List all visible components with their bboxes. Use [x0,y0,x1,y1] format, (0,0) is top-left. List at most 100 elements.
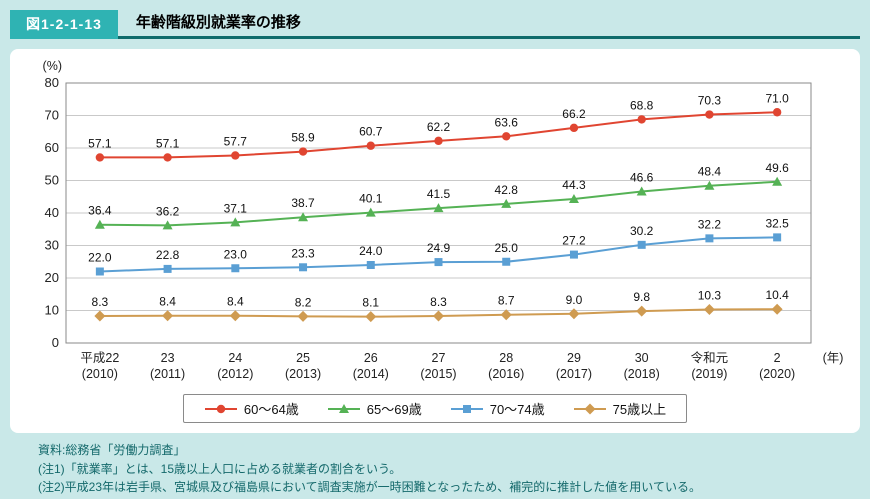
value-label: 46.6 [630,171,654,185]
marker-triangle [636,186,647,196]
value-label: 41.5 [427,187,451,201]
marker-square [366,261,375,269]
x-tick-era-label: 2 [774,351,781,365]
footnotes: 資料:総務省「労働力調査」 (注1)「就業率」とは、15歳以上人口に占める就業者… [10,433,860,497]
x-tick-year-label: (2020) [759,367,795,381]
legend-item-60-64: 60〜64歳 [204,399,299,418]
marker-diamond [636,305,648,317]
page-title: 年齢階級別就業率の推移 [135,14,301,31]
marker-diamond [500,309,512,321]
marker-circle [434,136,443,146]
value-label: 37.1 [224,201,248,215]
x-tick-era-label: 23 [161,351,175,365]
value-label: 8.3 [430,295,447,309]
marker-circle [163,153,172,162]
value-label: 42.8 [495,183,519,197]
y-tick-label: 40 [45,205,59,220]
value-label: 10.3 [698,289,722,303]
marker-triangle [230,217,241,227]
y-tick-label: 30 [45,238,59,253]
legend-marker-triangle-icon [327,402,361,416]
y-tick-label: 50 [45,173,59,188]
figure-number-badge: 図1-2-1-13 [10,10,118,39]
value-label: 8.1 [362,296,379,310]
value-label: 36.2 [156,204,180,218]
marker-circle [366,141,375,150]
marker-square [299,263,308,272]
value-label: 8.7 [498,294,515,308]
x-tick-era-label: 28 [499,351,513,365]
value-label: 24.0 [359,244,383,258]
value-label: 22.8 [156,248,180,262]
x-tick-era-label: 29 [567,351,581,365]
legend-item-75-over: 75歳以上 [573,399,666,418]
x-tick-era-label: 25 [296,351,310,365]
value-label: 25.0 [495,241,519,255]
value-label: 36.4 [88,204,112,218]
marker-square [773,233,782,242]
value-label: 8.3 [92,295,109,309]
marker-square [705,234,714,243]
legend-label: 65〜69歳 [366,402,422,417]
value-label: 68.8 [630,98,654,112]
value-label: 62.2 [427,120,451,134]
x-axis-unit-label: (年) [823,351,844,365]
marker-diamond [771,303,783,315]
value-label: 57.1 [156,136,180,150]
x-tick-year-label: (2016) [488,367,524,381]
marker-circle [637,115,646,124]
marker-triangle [298,212,309,222]
y-tick-label: 10 [45,303,59,318]
marker-square [231,264,240,273]
value-label: 23.0 [224,247,248,261]
value-label: 71.0 [765,91,789,105]
value-label: 38.7 [291,196,315,210]
marker-diamond [162,310,174,322]
marker-square [163,264,172,273]
y-tick-label: 80 [45,75,59,90]
marker-circle [502,132,511,141]
marker-diamond [365,311,377,323]
legend-marker-square-icon [450,402,484,416]
marker-circle [298,147,308,156]
note-2: (注2)平成23年は岩手県、宮城県及び福島県において調査実施が一時困難となったた… [38,480,701,495]
value-label: 70.3 [698,94,722,108]
employment-rate-line-chart: 01020304050607080(%)平成22(2010)23(2011)24… [43,59,844,381]
marker-circle [95,153,105,162]
x-tick-year-label: (2010) [82,367,118,381]
value-label: 66.2 [562,107,586,121]
chart-panel: 0 10 20 30 40 50 60 70 80 (%) 平成22 (2010) 23 (2011) 24… [10,49,860,433]
marker-triangle [365,207,376,217]
x-tick-era-label: 26 [364,351,378,365]
y-tick-label: 60 [45,140,59,155]
marker-square [434,258,443,267]
y-tick-label: 70 [45,108,59,123]
x-tick-year-label: (2014) [353,367,389,381]
marker-diamond [568,308,580,320]
value-label: 57.1 [88,136,112,150]
marker-diamond [703,304,715,316]
value-label: 9.0 [566,293,583,307]
marker-triangle [501,198,512,208]
marker-triangle [433,203,444,213]
value-label: 63.6 [495,115,519,129]
value-label: 48.4 [698,165,722,179]
marker-diamond [94,310,106,322]
x-tick-year-label: (2015) [420,367,456,381]
value-label: 24.9 [427,241,451,255]
value-label: 8.4 [227,295,244,309]
y-tick-label: 20 [45,270,59,285]
marker-triangle [704,180,715,190]
value-label: 23.3 [291,246,315,260]
legend-label: 60〜64歳 [243,402,299,417]
marker-diamond [229,310,241,322]
plot-border [65,82,812,344]
legend-label: 70〜74歳 [489,402,545,417]
marker-square [569,250,578,259]
marker-triangle [772,176,783,186]
marker-square [637,240,646,249]
marker-circle [231,151,240,160]
value-label: 49.6 [765,161,789,175]
marker-diamond [297,310,309,322]
